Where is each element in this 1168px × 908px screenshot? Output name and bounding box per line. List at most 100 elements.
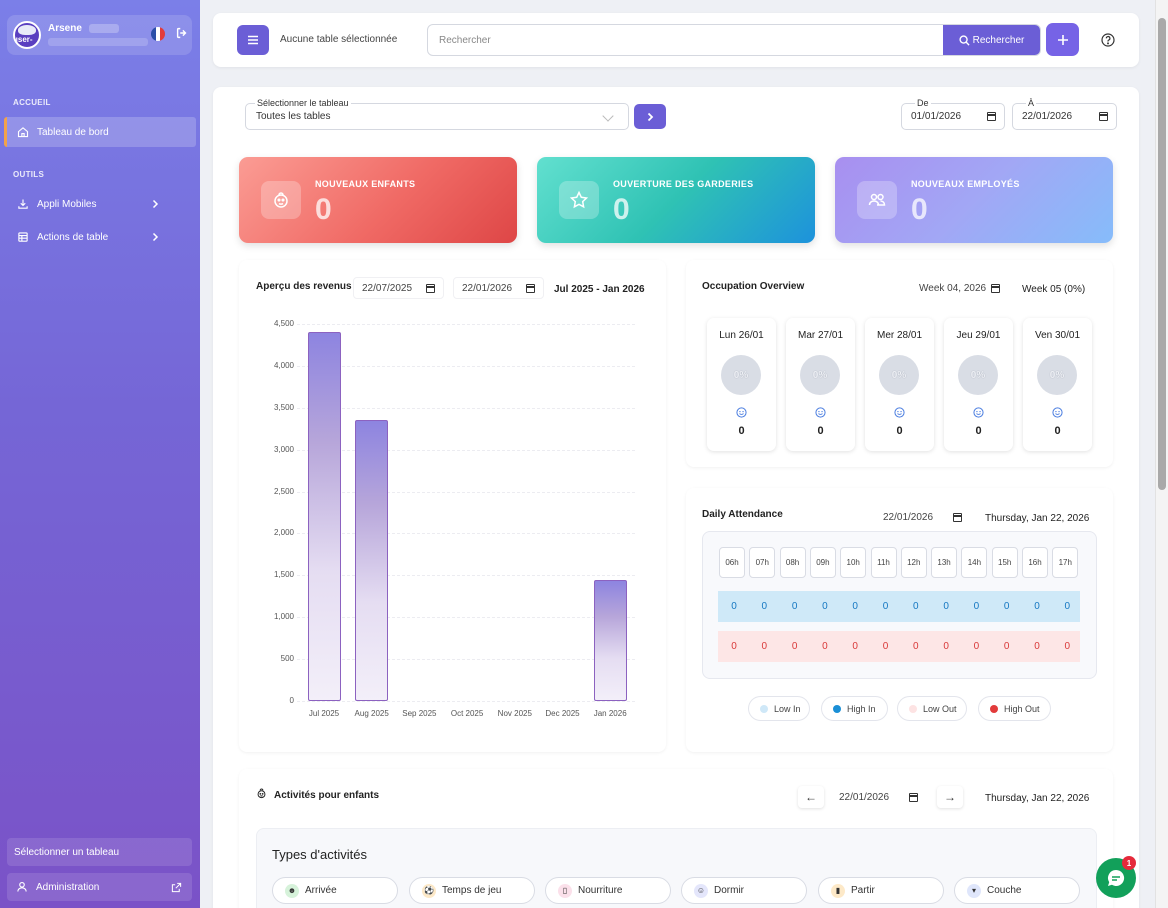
day-count: 0 [738, 425, 745, 437]
calendar-icon[interactable] [991, 284, 1000, 293]
date-to-input[interactable]: 22/01/2026 [1012, 103, 1117, 130]
chevron-down-icon [602, 110, 614, 122]
select-table-button[interactable]: Sélectionner un tableau [7, 838, 192, 866]
revenue-date-to[interactable]: 22/01/2026 [453, 277, 544, 299]
day-card[interactable]: Mer 28/01 0% 0 [865, 318, 934, 451]
day-card[interactable]: Mar 27/01 0% 0 [786, 318, 855, 451]
attendance-out-cell: 0 [731, 641, 737, 652]
sidebar-item-dashboard[interactable]: Tableau de bord [4, 117, 196, 147]
logout-icon[interactable] [175, 26, 189, 40]
next-day-button[interactable]: → [937, 786, 963, 808]
search-input[interactable] [428, 25, 945, 55]
date-from-value: 01/01/2026 [911, 111, 962, 122]
day-card[interactable]: Lun 26/01 0% 0 [707, 318, 776, 451]
user-profile-box[interactable]: user- Arsene [7, 15, 192, 55]
attendance-out-cell: 0 [882, 641, 889, 652]
attendance-out-cell: 0 [761, 641, 768, 652]
help-icon[interactable] [1100, 32, 1116, 48]
legend-label: High In [847, 703, 876, 714]
table-select[interactable]: Toutes les tables [245, 103, 629, 130]
activities-title: Activités pour enfants [274, 790, 380, 801]
calendar-icon[interactable] [426, 284, 435, 293]
calendar-icon[interactable] [953, 513, 962, 522]
chart-bar[interactable] [593, 579, 627, 701]
date-from-input[interactable]: 01/01/2026 [901, 103, 1005, 130]
activities-date-value: 22/01/2026 [839, 792, 890, 803]
avatar[interactable]: user- [13, 21, 41, 49]
gridline [297, 324, 635, 325]
activity-type-label: Temps de jeu [442, 885, 502, 896]
occupation-title: Occupation Overview [702, 281, 805, 292]
activities-date-label: Thursday, Jan 22, 2026 [985, 793, 1090, 804]
occupancy-circle: 0% [800, 355, 840, 395]
gridline [297, 449, 635, 451]
attendance-in-cell: 0 [731, 601, 737, 612]
activities-date[interactable]: 22/01/2026 [830, 786, 927, 808]
chart-bar[interactable] [355, 420, 389, 701]
user-name: Arsene [48, 23, 82, 34]
legend-item[interactable]: Low In [748, 696, 810, 721]
avatar-text: user- [13, 35, 33, 44]
calendar-icon[interactable] [526, 284, 535, 293]
french-flag-icon[interactable] [151, 27, 165, 41]
door-icon: ▮ [831, 883, 845, 898]
activity-type-chip[interactable]: ☻ Arrivée [272, 877, 398, 904]
y-tick-label: 3,000 [273, 444, 294, 454]
attendance-in-cell: 0 [1003, 601, 1010, 612]
baby-icon [257, 788, 266, 799]
gridline [297, 575, 635, 577]
activity-type-chip[interactable]: ☺ Dormir [681, 877, 807, 904]
apply-table-button[interactable] [634, 104, 666, 129]
smiley-icon [815, 407, 826, 418]
chart-bar[interactable] [307, 332, 341, 701]
chat-notification-badge: 1 [1122, 856, 1136, 870]
hour-label: 14h [961, 547, 988, 578]
calendar-icon[interactable] [1099, 112, 1108, 121]
legend-item[interactable]: High Out [978, 696, 1051, 721]
occupancy-circle: 0% [721, 355, 761, 395]
search-button[interactable]: Rechercher [943, 25, 1040, 55]
calendar-icon[interactable] [987, 112, 996, 121]
activity-type-label: Dormir [714, 885, 744, 896]
administration-button[interactable]: Administration [7, 873, 192, 901]
page-scrollbar[interactable] [1155, 0, 1168, 908]
previous-day-button[interactable]: ← [798, 786, 824, 808]
calendar-icon[interactable] [909, 793, 918, 802]
section-home-label: ACCUEIL [13, 98, 51, 107]
home-icon [17, 127, 29, 138]
arrival-icon: ☻ [285, 883, 299, 898]
week-input[interactable]: Week 04, 2026 [910, 277, 1009, 299]
legend-dot [760, 704, 768, 713]
star-icon [559, 181, 599, 219]
scrollbar-thumb[interactable] [1158, 18, 1166, 490]
sidebar-item-table-actions[interactable]: Actions de table [4, 222, 196, 252]
smiley-icon [894, 407, 905, 418]
stat-title: OUVERTURE DES GARDERIES [613, 179, 754, 189]
day-card[interactable]: Jeu 29/01 0% 0 [944, 318, 1013, 451]
activity-type-chip[interactable]: ⚽ Temps de jeu [409, 877, 535, 904]
stat-title: NOUVEAUX ENFANTS [315, 179, 416, 189]
menu-toggle-button[interactable] [237, 25, 269, 55]
activity-type-chip[interactable]: ▮ Partir [818, 877, 944, 904]
occupancy-circle: 0% [879, 355, 919, 395]
y-tick-label: 2,000 [273, 528, 294, 538]
attendance-out-cell: 0 [852, 641, 858, 652]
legend-item[interactable]: Low Out [897, 696, 967, 721]
gridline [297, 701, 635, 702]
occupancy-circle: 0% [958, 355, 998, 395]
day-label: Ven 30/01 [1034, 330, 1081, 341]
sidebar-item-mobile-apps[interactable]: Appli Mobiles [4, 189, 196, 219]
x-tick-label: Nov 2025 [497, 709, 532, 718]
attendance-date[interactable]: 22/01/2026 [874, 506, 971, 528]
activity-type-chip[interactable]: ▯ Nourriture [545, 877, 671, 904]
gridline [297, 659, 635, 661]
y-tick-label: 500 [280, 654, 294, 664]
revenue-date-from[interactable]: 22/07/2025 [353, 277, 444, 299]
activity-type-chip[interactable]: ▾ Couche [954, 877, 1080, 904]
day-card[interactable]: Ven 30/01 0% 0 [1023, 318, 1092, 451]
add-button[interactable] [1046, 23, 1079, 56]
legend-item[interactable]: High In [821, 696, 888, 721]
activity-type-label: Couche [987, 885, 1022, 896]
revenue-date-to-value: 22/01/2026 [462, 283, 513, 294]
table-select-value: Toutes les tables [256, 111, 331, 122]
